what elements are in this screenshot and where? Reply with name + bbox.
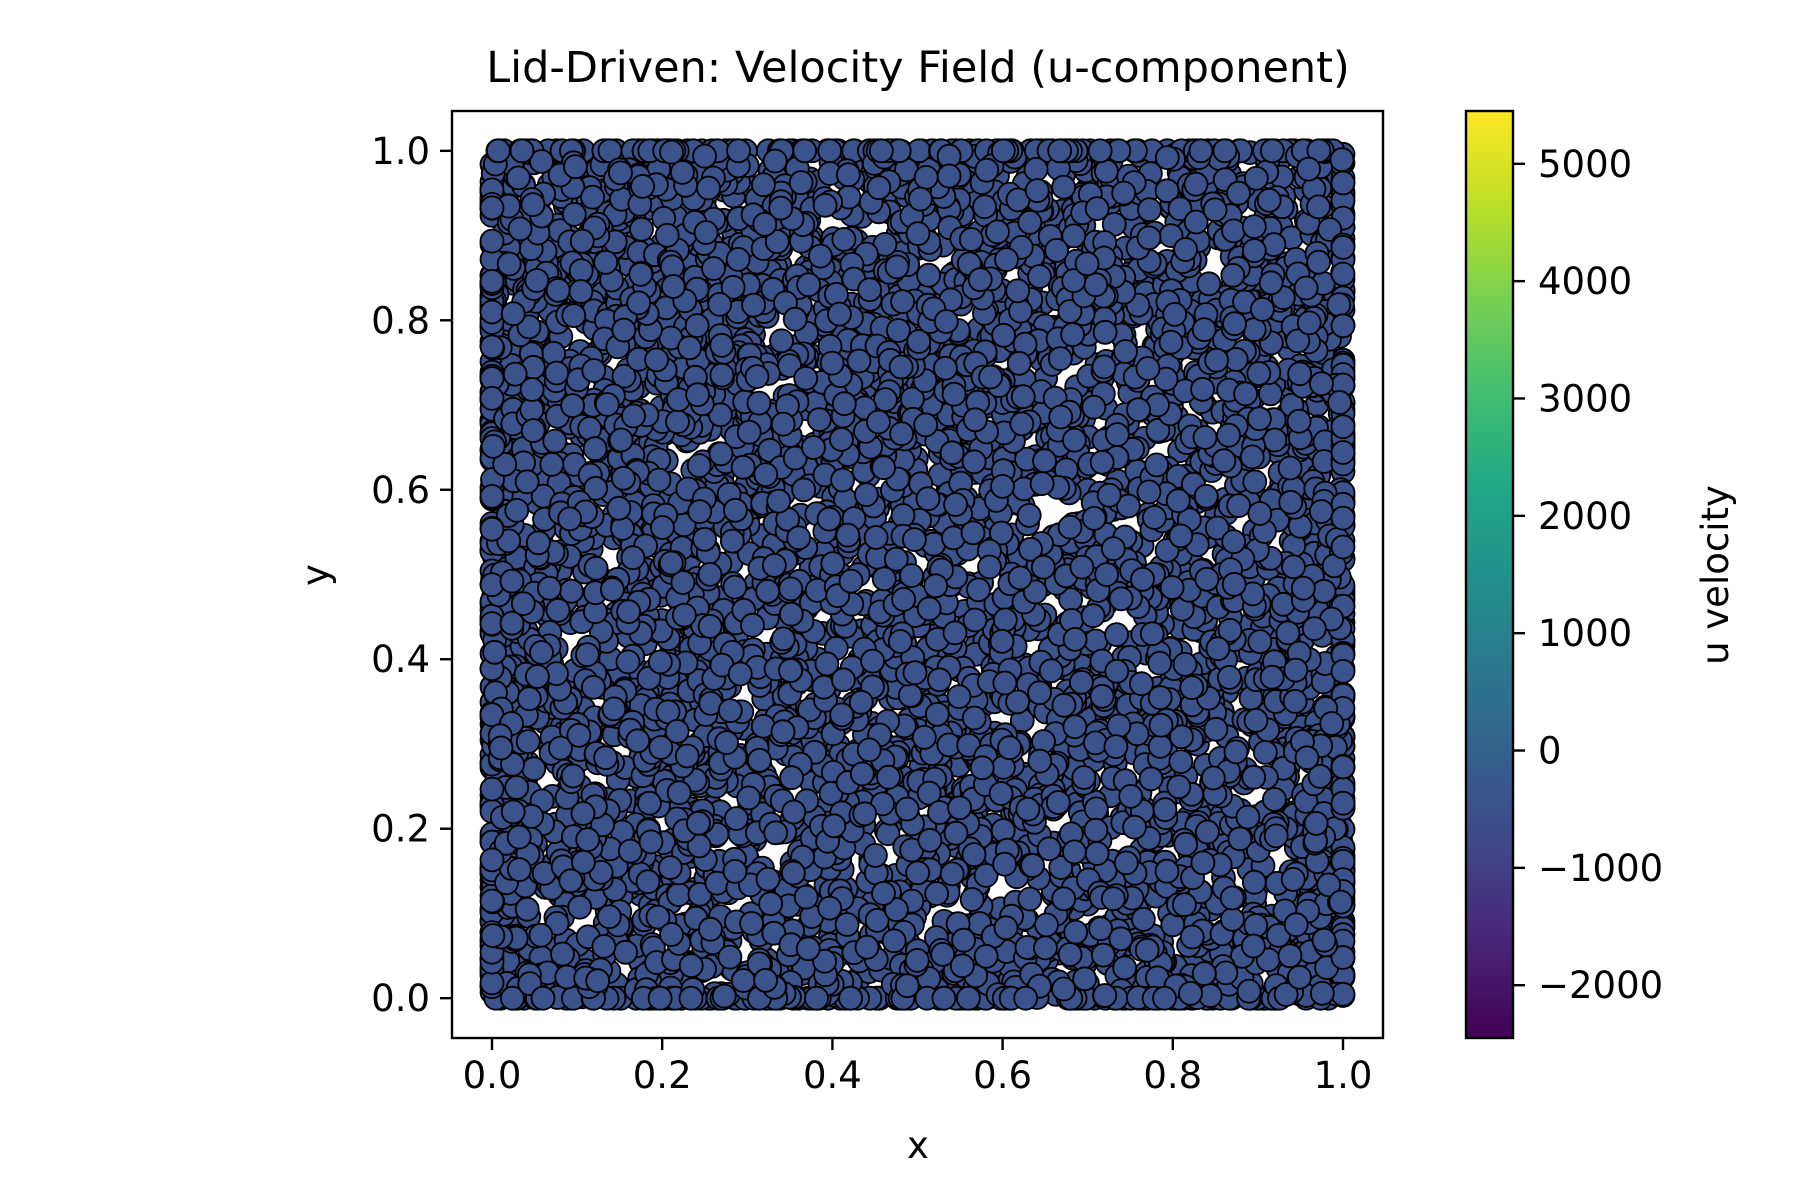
scatter-point: [962, 607, 988, 633]
scatter-point: [751, 172, 776, 198]
scatter-point: [1330, 313, 1356, 339]
scatter-point: [1278, 489, 1304, 515]
scatter-point: [559, 578, 584, 604]
scatter-point: [1263, 823, 1289, 849]
scatter-point: [666, 882, 692, 907]
scatter-point: [1017, 886, 1043, 912]
scatter-point: [1089, 683, 1115, 709]
scatter-point: [886, 318, 911, 343]
scatter-point: [1172, 652, 1198, 677]
scatter-point: [717, 944, 743, 970]
scatter-point: [1293, 275, 1319, 301]
scatter-point: [568, 258, 594, 284]
scatter-point: [991, 322, 1016, 348]
scatter-point: [561, 201, 587, 227]
scatter-point: [613, 939, 638, 965]
scatter-point: [1027, 680, 1052, 706]
scatter-point: [916, 262, 941, 288]
scatter-point: [1023, 156, 1049, 182]
scatter-point: [1010, 384, 1036, 410]
scatter-point: [514, 469, 540, 495]
scatter-point: [1142, 505, 1167, 530]
scatter-point: [1270, 591, 1296, 617]
scatter-point: [1179, 924, 1205, 950]
scatter-point: [1252, 740, 1278, 765]
scatter-point: [515, 729, 541, 754]
scatter-point: [873, 387, 898, 413]
scatter-point: [610, 516, 635, 541]
scatter-point: [1262, 787, 1287, 812]
scatter-point: [942, 620, 968, 646]
scatter-point: [1069, 669, 1094, 695]
scatter-point: [529, 640, 554, 665]
scatter-point: [1104, 622, 1129, 647]
scatter-point: [1147, 734, 1173, 759]
scatter-point: [479, 888, 505, 914]
scatter-point: [617, 838, 643, 864]
scatter-point: [806, 407, 832, 433]
scatter-point: [1183, 171, 1209, 197]
scatter-point: [863, 525, 889, 550]
scatter-point: [1243, 708, 1269, 733]
scatter-point: [514, 896, 540, 922]
scatter-point: [507, 216, 533, 242]
scatter-point: [479, 970, 505, 996]
scatter-point: [1286, 408, 1312, 434]
scatter-point: [915, 486, 941, 512]
scatter-point: [838, 985, 863, 1011]
scatter-point: [606, 495, 632, 521]
scatter-point: [793, 884, 819, 910]
scatter-point: [1051, 886, 1077, 912]
scatter-point: [1258, 381, 1283, 407]
scatter-point: [1196, 271, 1222, 297]
scatter-point: [1326, 292, 1352, 318]
scatter-point: [1275, 620, 1301, 646]
scatter-point: [583, 555, 609, 581]
scatter-point: [1081, 394, 1107, 420]
scatter-point: [1112, 955, 1138, 981]
scatter-point: [629, 216, 654, 242]
scatter-point: [537, 575, 562, 601]
scatter-points: [479, 138, 1356, 1011]
scatter-point: [577, 416, 603, 441]
scatter-point: [567, 894, 593, 920]
scatter-point: [615, 649, 641, 675]
scatter-point: [1008, 298, 1033, 324]
scatter-point: [834, 912, 860, 937]
scatter-point: [1081, 506, 1107, 531]
scatter-point: [1034, 912, 1059, 938]
chart-title: Lid-Driven: Velocity Field (u-component): [486, 43, 1350, 93]
